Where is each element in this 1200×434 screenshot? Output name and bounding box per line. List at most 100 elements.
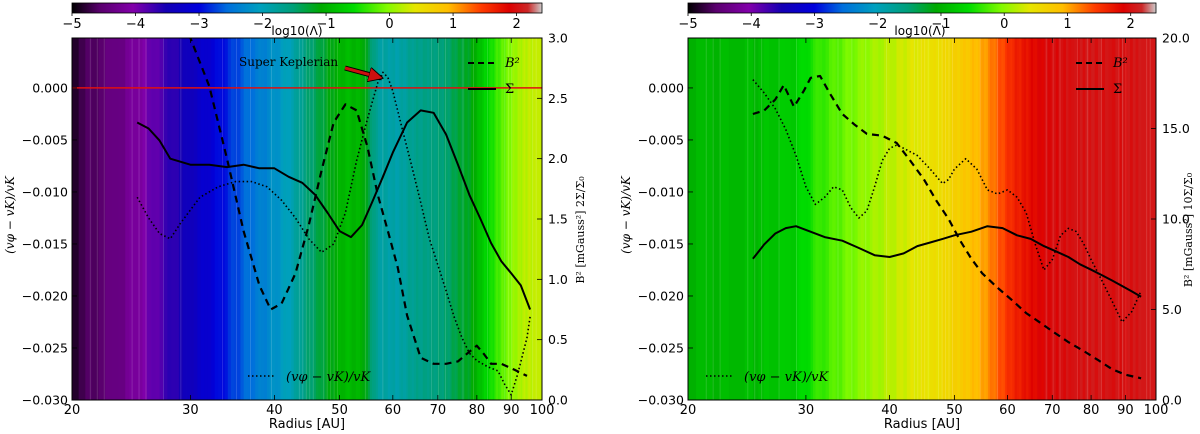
lambda-band xyxy=(237,38,241,400)
lambda-band xyxy=(142,38,148,400)
colorbar-tick-label: −3 xyxy=(189,17,208,32)
colorbar-tick-label: −2 xyxy=(253,17,272,32)
lambda-band xyxy=(506,38,509,400)
lambda-band xyxy=(105,38,113,400)
lambda-band xyxy=(211,38,216,400)
lambda-band xyxy=(509,38,512,400)
lambda-band xyxy=(397,38,400,400)
lambda-band xyxy=(987,38,991,400)
x-tick-label: 60 xyxy=(999,403,1016,418)
lambda-band xyxy=(151,38,156,400)
lambda-band xyxy=(362,38,365,400)
lambda-band xyxy=(359,38,363,400)
lambda-band xyxy=(311,38,314,400)
y-tick-label-right: 2.5 xyxy=(548,91,568,106)
colorbar-tick-label: −1 xyxy=(931,17,950,32)
lambda-band xyxy=(933,38,937,400)
lambda-band xyxy=(345,38,348,400)
lambda-band xyxy=(387,38,391,400)
lambda-band xyxy=(785,38,792,400)
lambda-band xyxy=(449,38,451,400)
panel-right-ylabel: (vφ − vK)/vK xyxy=(619,175,633,254)
x-tick-label: 20 xyxy=(64,403,81,418)
lambda-band xyxy=(255,38,259,400)
series-b2-line xyxy=(188,38,528,377)
lambda-band xyxy=(491,38,494,400)
lambda-band xyxy=(408,38,411,400)
lambda-band xyxy=(531,38,534,400)
lambda-band xyxy=(285,38,290,400)
legend-b2-label: B² xyxy=(504,56,520,71)
lambda-band xyxy=(380,38,384,400)
colorbar-tick-label: −2 xyxy=(868,17,887,32)
lambda-band xyxy=(527,38,529,400)
lambda-band xyxy=(315,38,319,400)
lambda-band xyxy=(182,38,187,400)
lambda-band xyxy=(489,38,492,400)
lambda-band xyxy=(487,38,490,400)
lambda-band xyxy=(159,38,164,400)
lambda-band xyxy=(375,38,379,400)
lambda-band xyxy=(720,38,729,400)
lambda-band xyxy=(526,38,528,400)
lambda-band xyxy=(736,38,746,400)
lambda-band xyxy=(422,38,426,400)
lambda-band xyxy=(338,38,342,400)
lambda-band xyxy=(869,38,873,400)
lambda-band xyxy=(1006,38,1010,400)
colorbar-right-body xyxy=(687,2,1157,14)
lambda-band xyxy=(413,38,417,400)
lambda-band xyxy=(984,38,987,400)
lambda-band xyxy=(404,38,407,400)
colorbar-right: −5 −4 −3 −2 −1 0 1 2 log10(Λ) xyxy=(678,2,1157,38)
lambda-band xyxy=(111,38,119,400)
legend-b2-label: B² xyxy=(1112,56,1128,71)
lambda-band xyxy=(343,38,346,400)
x-tick-label: 80 xyxy=(469,403,486,418)
lambda-band xyxy=(1082,38,1086,400)
super-keplerian-label: Super Keplerian xyxy=(239,55,338,69)
lambda-band xyxy=(514,38,517,400)
lambda-band xyxy=(494,38,497,400)
lambda-band xyxy=(974,38,977,400)
lambda-band xyxy=(523,38,526,400)
lambda-band xyxy=(401,38,404,400)
lambda-band xyxy=(450,38,453,400)
lambda-band xyxy=(327,38,331,400)
lambda-band xyxy=(409,38,413,400)
lambda-band xyxy=(825,38,830,400)
lambda-band xyxy=(896,38,901,400)
lambda-band xyxy=(854,38,859,400)
y-tick-label-left: −0.015 xyxy=(638,236,684,251)
lambda-band xyxy=(267,38,271,400)
lambda-band xyxy=(848,38,852,400)
lambda-band xyxy=(318,38,321,400)
lambda-band xyxy=(433,38,437,400)
lambda-band xyxy=(511,38,514,400)
lambda-band xyxy=(463,38,466,400)
lambda-band xyxy=(763,38,770,400)
lambda-band xyxy=(460,38,463,400)
colorbar-left: −5 −4 −3 −2 −1 0 1 2 log10(Λ) xyxy=(62,2,543,38)
lambda-band xyxy=(296,38,300,400)
lambda-band xyxy=(818,38,823,400)
lambda-band xyxy=(501,38,504,400)
panel-right-axes: 20 30 40 50 60 70 80 90 100 0.000 −0.005 −0.010 −0.0… xyxy=(638,31,1190,419)
lambda-band xyxy=(484,38,487,400)
lambda-band xyxy=(515,38,518,400)
lambda-band xyxy=(1115,38,1120,400)
lambda-band xyxy=(1085,38,1089,400)
lambda-band xyxy=(790,38,797,400)
lambda-band xyxy=(476,38,479,400)
lambda-band xyxy=(469,38,472,400)
panel-right-xlabel: Radius [AU] xyxy=(884,417,960,432)
lambda-band xyxy=(214,38,219,400)
lambda-band xyxy=(758,38,765,400)
lambda-band xyxy=(995,38,999,400)
lambda-band xyxy=(1016,38,1020,400)
lambda-band xyxy=(1060,38,1064,400)
lambda-band xyxy=(258,38,262,400)
panel-right: 20 30 40 50 60 70 80 90 100 0.000 −0.005 −0.010 −0.0… xyxy=(619,31,1195,433)
x-tick-label: 50 xyxy=(331,403,348,418)
lambda-band xyxy=(418,38,421,400)
